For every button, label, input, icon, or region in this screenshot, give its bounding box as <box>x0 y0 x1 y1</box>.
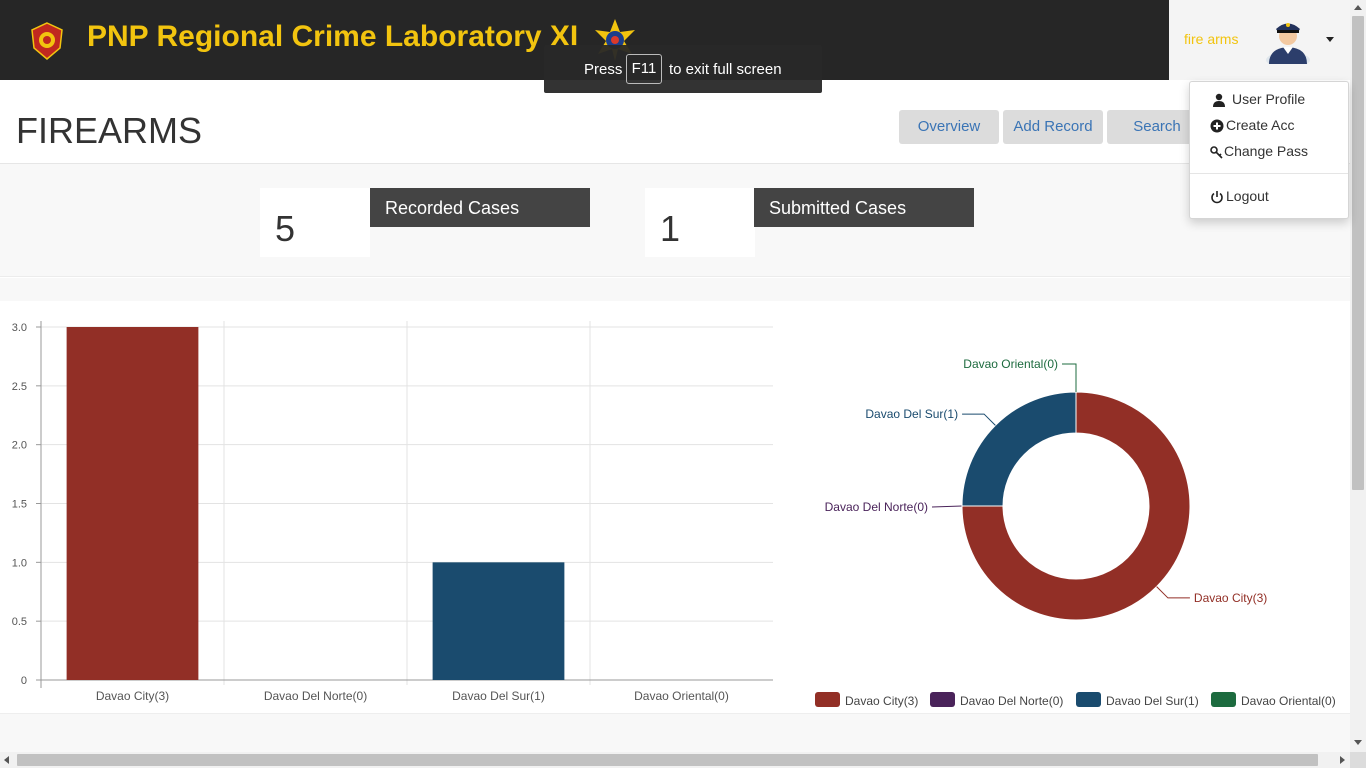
pnp-badge-icon <box>31 22 63 60</box>
y-tick-label: 3.0 <box>12 322 27 334</box>
legend-swatch <box>930 692 955 707</box>
label-leader-line <box>1062 363 1077 392</box>
slice-label: Davao Del Sur(1) <box>865 407 958 421</box>
user-menu-area[interactable]: fire arms <box>1169 0 1350 80</box>
user-dropdown-menu: User Profile Create Acc Change Pass Logo… <box>1189 81 1349 219</box>
donut-chart: Davao City(3) Davao Del Norte(0) Davao Del… <box>825 357 1267 621</box>
recorded-cases-label: Recorded Cases <box>370 188 590 227</box>
y-tick-label: 1.5 <box>12 499 27 511</box>
y-tick-label: 0 <box>21 675 27 687</box>
fullscreen-toast: Press F11 to exit full screen <box>544 45 822 93</box>
user-profile-menu-item[interactable]: User Profile <box>1190 88 1348 112</box>
legend-swatch <box>1076 692 1101 707</box>
bar[interactable] <box>432 562 565 680</box>
donut-slice[interactable] <box>961 391 1077 507</box>
toast-text-after: to exit full screen <box>669 61 782 78</box>
slice-label: Davao City(3) <box>1194 591 1267 605</box>
key-icon <box>1210 146 1223 159</box>
section-gap <box>0 278 1350 301</box>
user-icon <box>1213 93 1225 107</box>
change-pass-menu-item[interactable]: Change Pass <box>1190 140 1348 164</box>
y-tick-label: 0.5 <box>12 616 27 628</box>
legend-label: Davao City(3) <box>845 694 919 708</box>
scroll-right-icon[interactable] <box>1340 756 1345 764</box>
label-leader-line <box>1156 586 1190 599</box>
y-tick-label: 1.0 <box>12 557 27 569</box>
toast-key: F11 <box>626 54 662 84</box>
x-tick-label: Davao City(3) <box>96 689 169 703</box>
slice-label: Davao Del Norte(0) <box>825 500 928 514</box>
horizontal-scroll-thumb[interactable] <box>17 754 1318 766</box>
scrollbar-corner <box>1350 752 1366 768</box>
app-title: PNP Regional Crime Laboratory XI <box>87 20 579 53</box>
create-acc-menu-item[interactable]: Create Acc <box>1190 114 1348 138</box>
recorded-cases-count: 5 <box>260 188 370 257</box>
label-leader-line <box>931 505 963 508</box>
power-icon <box>1211 191 1223 204</box>
x-tick-label: Davao Oriental(0) <box>634 689 729 703</box>
plus-circle-icon <box>1210 119 1224 133</box>
police-officer-avatar-icon[interactable] <box>1257 14 1319 64</box>
stats-panel: 5 Recorded Cases 1 Submitted Cases <box>0 164 1350 277</box>
footer-band <box>0 713 1350 753</box>
add-record-button[interactable]: Add Record <box>1003 110 1103 144</box>
legend-label: Davao Oriental(0) <box>1241 694 1336 708</box>
scroll-left-icon[interactable] <box>4 756 9 764</box>
page-title: FIREARMS <box>16 110 203 151</box>
legend-swatch <box>1211 692 1236 707</box>
x-tick-label: Davao Del Sur(1) <box>452 689 545 703</box>
submitted-cases-count: 1 <box>645 188 755 257</box>
bar[interactable] <box>66 327 199 680</box>
bar-chart: 0 0.5 1.0 1.5 2.0 2.5 3.0 Davao City(3) Davao De… <box>12 321 773 703</box>
scroll-down-icon[interactable] <box>1354 740 1362 745</box>
toast-text-before: Press <box>584 61 623 78</box>
slice-label: Davao Oriental(0) <box>963 357 1058 371</box>
logout-menu-item[interactable]: Logout <box>1190 185 1348 209</box>
y-tick-label: 2.0 <box>12 440 27 452</box>
legend-label: Davao Del Norte(0) <box>960 694 1064 708</box>
chevron-down-icon[interactable] <box>1326 37 1334 42</box>
y-tick-label: 2.5 <box>12 381 27 393</box>
legend-swatch <box>815 692 840 707</box>
legend-label: Davao Del Sur(1) <box>1106 694 1199 708</box>
horizontal-scrollbar[interactable] <box>0 752 1350 768</box>
label-leader-line <box>962 413 996 426</box>
x-tick-label: Davao Del Norte(0) <box>264 689 367 703</box>
vertical-scrollbar[interactable] <box>1350 0 1366 752</box>
menu-divider <box>1190 173 1348 174</box>
scroll-up-icon[interactable] <box>1354 5 1362 10</box>
overview-button[interactable]: Overview <box>899 110 999 144</box>
divider <box>0 163 1350 164</box>
username-label: fire arms <box>1184 31 1239 47</box>
vertical-scroll-thumb[interactable] <box>1352 16 1364 490</box>
donut-slice[interactable] <box>961 391 1191 621</box>
submitted-cases-label: Submitted Cases <box>754 188 974 227</box>
